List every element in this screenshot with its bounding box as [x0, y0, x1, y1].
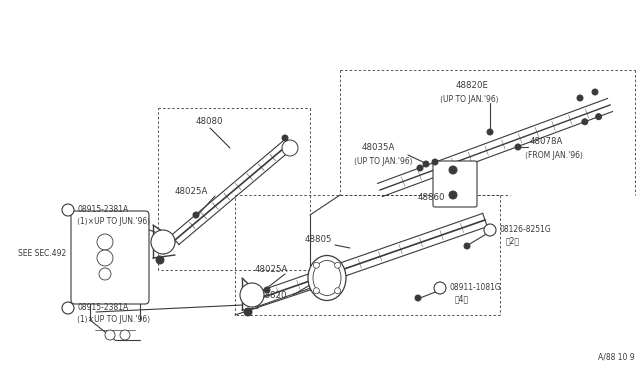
Text: 48025A: 48025A	[175, 187, 209, 196]
Circle shape	[314, 288, 319, 294]
FancyBboxPatch shape	[433, 161, 477, 207]
Circle shape	[417, 165, 423, 171]
Circle shape	[423, 161, 429, 167]
Circle shape	[282, 140, 298, 156]
Circle shape	[449, 166, 457, 174]
Circle shape	[97, 250, 113, 266]
Circle shape	[282, 135, 288, 141]
Text: （4）: （4）	[455, 295, 469, 304]
Circle shape	[487, 129, 493, 135]
Circle shape	[97, 234, 113, 250]
Circle shape	[335, 262, 340, 268]
Text: 08915-2381A: 08915-2381A	[77, 304, 128, 312]
Circle shape	[151, 230, 175, 254]
Text: 48805: 48805	[305, 235, 333, 244]
Circle shape	[335, 288, 340, 294]
Circle shape	[314, 262, 319, 268]
Text: 48820: 48820	[260, 291, 287, 299]
Text: ⟨UP TO JAN.'96⟩: ⟨UP TO JAN.'96⟩	[354, 157, 413, 166]
Circle shape	[415, 295, 421, 301]
Text: （2）: （2）	[506, 237, 520, 246]
Circle shape	[193, 212, 199, 218]
Text: 48035A: 48035A	[362, 144, 396, 153]
Text: 48080: 48080	[196, 118, 223, 126]
Ellipse shape	[313, 260, 341, 295]
Text: 08911-1081G: 08911-1081G	[450, 283, 502, 292]
Circle shape	[62, 204, 74, 216]
Text: ⟨UP TO JAN.'96⟩: ⟨UP TO JAN.'96⟩	[440, 96, 499, 105]
Circle shape	[105, 330, 115, 340]
Text: W: W	[65, 305, 72, 311]
Circle shape	[244, 308, 252, 316]
Circle shape	[240, 283, 264, 307]
Text: N: N	[437, 285, 443, 291]
Text: SEE SEC.492: SEE SEC.492	[18, 250, 67, 259]
Circle shape	[62, 302, 74, 314]
Text: W: W	[65, 208, 72, 212]
Circle shape	[515, 144, 521, 150]
Circle shape	[484, 224, 496, 236]
Circle shape	[449, 191, 457, 199]
Text: ⟨1⟩×UP TO JUN.'96⟩: ⟨1⟩×UP TO JUN.'96⟩	[77, 314, 150, 324]
Text: B: B	[488, 228, 492, 232]
Circle shape	[156, 256, 164, 264]
Circle shape	[120, 330, 130, 340]
Circle shape	[577, 95, 583, 101]
Circle shape	[592, 89, 598, 95]
Text: A/88 10 9: A/88 10 9	[598, 353, 635, 362]
Ellipse shape	[308, 256, 346, 301]
Text: 48820E: 48820E	[456, 81, 489, 90]
Circle shape	[432, 159, 438, 165]
Text: 48025A: 48025A	[255, 266, 289, 275]
Circle shape	[596, 114, 602, 120]
Circle shape	[434, 282, 446, 294]
Circle shape	[264, 287, 270, 293]
Circle shape	[582, 119, 588, 125]
Text: 48078A: 48078A	[530, 138, 563, 147]
Text: ⟨FROM JAN.'96⟩: ⟨FROM JAN.'96⟩	[525, 151, 583, 160]
Text: 48860: 48860	[418, 193, 445, 202]
Text: 08915-2381A: 08915-2381A	[77, 205, 128, 215]
Circle shape	[99, 268, 111, 280]
FancyBboxPatch shape	[71, 211, 149, 304]
Text: ⟨1⟩×UP TO JUN.'96⟩: ⟨1⟩×UP TO JUN.'96⟩	[77, 217, 150, 225]
Circle shape	[464, 243, 470, 249]
Text: 08126-8251G: 08126-8251G	[500, 225, 552, 234]
